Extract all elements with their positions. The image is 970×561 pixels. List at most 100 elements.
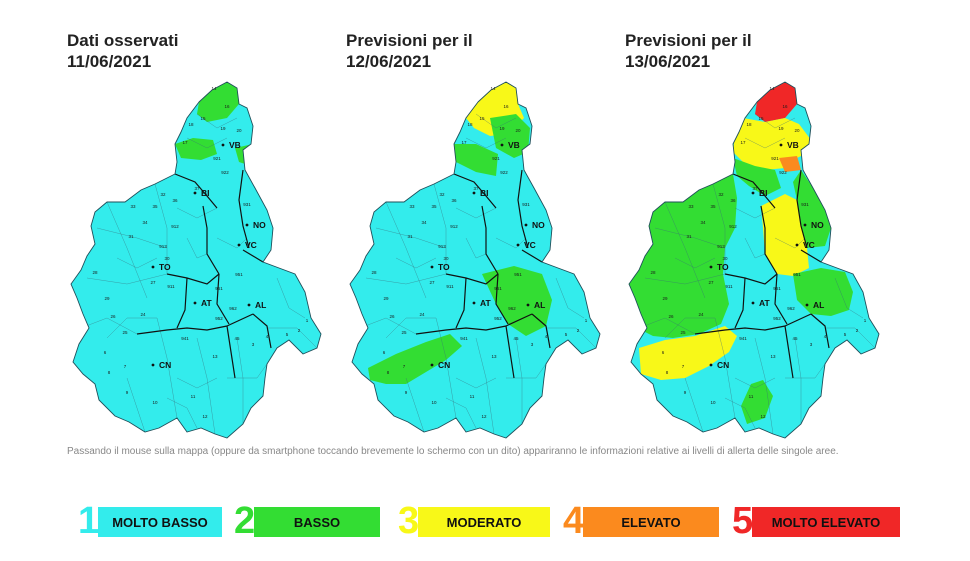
zone-label: 19 (778, 126, 784, 131)
alert-zone-area[interactable] (779, 156, 801, 172)
city-label: AT (759, 298, 771, 308)
city-dot (524, 223, 528, 227)
alert-zone-area[interactable] (368, 334, 462, 384)
zone-border (724, 397, 756, 429)
zone-label: 9 (684, 390, 687, 395)
alert-zone-area[interactable] (629, 174, 737, 338)
zone-border (555, 277, 585, 319)
zone-label: 8 (387, 370, 390, 375)
province-border (216, 273, 230, 325)
zone-border (465, 137, 507, 149)
zone-border (80, 317, 138, 335)
zone-label: 6 (383, 350, 386, 355)
legend-color-box: MODERATO (418, 507, 550, 537)
zone-label: 45 (792, 336, 798, 341)
city-label: VB (787, 140, 799, 150)
zone-label: 20 (515, 128, 521, 133)
zone-label: 30 (164, 256, 170, 261)
city-dot (193, 191, 197, 195)
city-label: CN (717, 360, 729, 370)
zone-label: 7 (124, 364, 127, 369)
city-dot (500, 143, 504, 147)
zone-label: 15 (200, 116, 206, 121)
zone-border (664, 317, 715, 339)
alert-zone-area[interactable] (454, 144, 498, 176)
zone-label: 37 (473, 186, 479, 191)
zone-label: 25 (401, 330, 407, 335)
province-border (694, 325, 786, 335)
zone-label: 25 (122, 330, 128, 335)
province-border (252, 313, 272, 349)
zone-label: 17 (461, 140, 467, 145)
province-border (505, 313, 533, 327)
alert-zone-area[interactable] (490, 114, 530, 158)
zone-label: 11 (470, 394, 475, 399)
zone-label: 37 (194, 186, 200, 191)
zone-label: 32 (718, 192, 724, 197)
zone-border (96, 227, 168, 249)
zone-label: 25 (680, 330, 686, 335)
map-panel-2: Previsioni per il 12/06/2021 14 16 15 18 19 20 1… (346, 0, 626, 440)
zone-label: 3 (810, 342, 813, 347)
zone-label: 962 (229, 306, 237, 311)
zone-label: 10 (710, 400, 716, 405)
zone-label: 4 (266, 334, 269, 339)
city-label: VC (245, 240, 257, 250)
zone-label: 31 (686, 234, 692, 239)
zone-label: 951 (514, 272, 522, 277)
zone-border (734, 377, 776, 389)
province-border (176, 277, 188, 329)
zone-label: 911 (725, 284, 733, 289)
legend-color-box: ELEVATO (583, 507, 719, 537)
zone-label: 10 (431, 400, 437, 405)
alert-zone-area[interactable] (761, 194, 809, 276)
province-border (760, 205, 778, 275)
zone-border (495, 237, 527, 249)
alert-zone-area[interactable] (733, 158, 781, 196)
alert-zone-area[interactable] (741, 380, 773, 424)
region-base-area[interactable] (350, 82, 600, 438)
city-label: AT (480, 298, 492, 308)
alert-zone-area[interactable] (793, 170, 831, 248)
zone-border (445, 397, 477, 429)
city-dot (472, 301, 476, 305)
city-dot (193, 301, 197, 305)
province-border (166, 273, 220, 285)
zone-label: 34 (142, 220, 148, 225)
zone-label: 36 (730, 198, 736, 203)
zone-label: 28 (92, 270, 98, 275)
zone-label: 12 (481, 414, 487, 419)
zone-label: 31 (128, 234, 134, 239)
legend-color-box: BASSO (254, 507, 380, 537)
alert-zone-area[interactable] (482, 266, 552, 336)
province-border (174, 173, 218, 209)
zone-label: 921 (492, 156, 500, 161)
province-border (734, 277, 746, 329)
province-border (445, 273, 499, 285)
alert-zone-area[interactable] (639, 326, 737, 380)
zone-label: 35 (152, 204, 158, 209)
province-border (796, 169, 808, 249)
city-dot (526, 303, 530, 307)
zone-border (154, 183, 168, 274)
alert-zone-area[interactable] (175, 138, 217, 160)
zone-label: 9 (405, 390, 408, 395)
zone-label: 1 (585, 318, 588, 323)
city-dot (221, 143, 225, 147)
zone-border (405, 377, 425, 433)
alert-zone-area[interactable] (793, 268, 853, 316)
region-base-area[interactable] (71, 82, 321, 438)
alert-zone-area[interactable] (755, 82, 797, 122)
zone-label: 31 (407, 234, 413, 239)
panel-title: Dati osservati 11/06/2021 (67, 30, 179, 72)
zone-label: 7 (682, 364, 685, 369)
zone-label: 961 (773, 286, 781, 291)
city-dot (430, 265, 434, 269)
alert-zone-area[interactable] (197, 82, 239, 122)
legend-number: 1 (78, 500, 100, 542)
zone-border (734, 207, 776, 219)
zone-border (465, 237, 487, 259)
